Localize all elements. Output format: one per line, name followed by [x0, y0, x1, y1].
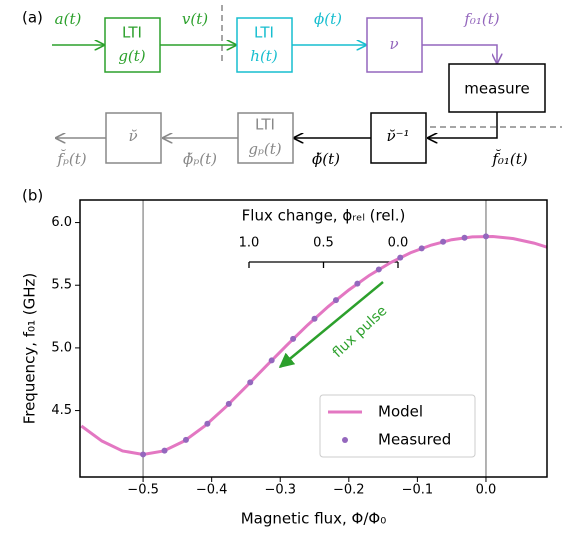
legend-swatch [342, 437, 348, 443]
legend-label: Measured [378, 431, 451, 449]
data-point [290, 335, 297, 342]
annotation: flux pulse [330, 303, 391, 361]
plot: −0.5 −0.4 −0.3 −0.2 −0.1 0.0 4.5 5.0 5.5 6.0 Magne… [21, 199, 548, 528]
x2-tick-label: 1.0 [239, 236, 260, 251]
block-title: ν̆⁻¹ [386, 127, 409, 145]
data-point [397, 254, 404, 261]
block-title: LTI [254, 24, 274, 42]
x2-tick-label: 0.0 [388, 236, 409, 251]
y-tick-label: 4.5 [51, 403, 72, 418]
signal-label: ϕ̆ₚ(t) [183, 150, 217, 168]
data-point [268, 357, 275, 364]
axes-frame [79, 199, 548, 478]
data-point [418, 245, 425, 252]
panel-label: (b) [22, 187, 43, 205]
signal-label: f₀₁(t) [463, 10, 499, 28]
block-title: measure [464, 80, 529, 98]
data-point [140, 451, 147, 458]
annotation-arrow [278, 281, 384, 368]
data-point [204, 420, 211, 427]
x-tick-label: −0.1 [402, 483, 434, 498]
y-tick-label: 6.0 [51, 215, 72, 230]
block-title: LTI [122, 24, 142, 42]
data-point [354, 280, 361, 287]
arrow [428, 112, 498, 138]
y-tick-label: 5.5 [51, 278, 72, 293]
signal-label: ϕ(t) [314, 10, 342, 28]
data-point [182, 436, 189, 443]
block-title: LTI [255, 116, 275, 134]
signal-label: v(t) [182, 10, 208, 28]
panel-label: (a) [22, 9, 43, 27]
data-point [311, 315, 318, 322]
x-tick-label: −0.4 [196, 483, 228, 498]
x-tick-label: −0.3 [264, 483, 296, 498]
signal-label: f̆₀₁(t) [491, 150, 527, 168]
arrow [422, 44, 497, 63]
block-function: g(t) [118, 47, 145, 65]
data-point [375, 266, 382, 273]
data-point [461, 234, 468, 241]
x-tick-label: 0.0 [476, 483, 497, 498]
legend-label: Model [378, 403, 423, 421]
block-title: ν̆ [128, 127, 137, 145]
data-point [332, 297, 339, 304]
signal-label: ϕ̆(t) [312, 150, 340, 168]
x2-tick-label: 0.5 [313, 236, 334, 251]
data-point [440, 238, 447, 245]
signal-label: f̆ₚ(t) [56, 150, 86, 168]
data-point [247, 379, 254, 386]
block-title: ν [389, 35, 398, 53]
data-point [225, 400, 232, 407]
y-tick-label: 5.0 [51, 340, 72, 355]
x2-axis-label: Flux change, ϕᵣₑₗ (rel.) [242, 207, 406, 225]
signal-label: a(t) [55, 10, 82, 28]
block-function: gₚ(t) [248, 140, 281, 158]
y-axis-label: Frequency, f₀₁ (GHz) [21, 273, 39, 425]
diagram: (a) a(t) LTI g(t) v(t) LTI h(t) ϕ(t) ν f… [22, 5, 562, 168]
x-tick-label: −0.5 [127, 483, 159, 498]
model-line [80, 234, 547, 456]
x-tick-label: −0.2 [333, 483, 365, 498]
data-point [482, 233, 489, 240]
x-axis-label: Magnetic flux, Φ/Φ₀ [241, 510, 387, 528]
block-function: h(t) [250, 47, 278, 65]
data-point [161, 447, 168, 454]
